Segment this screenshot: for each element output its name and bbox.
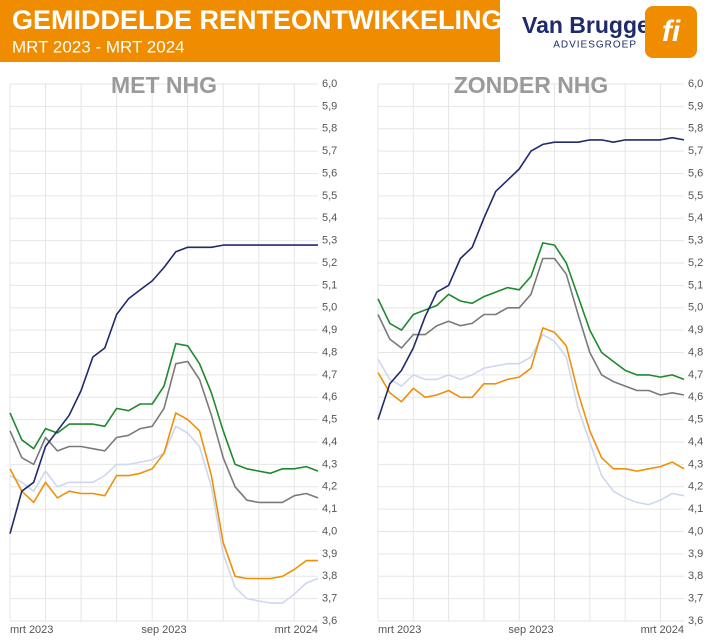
y-tick-label: 3,9 [688, 548, 703, 560]
chart-title: MET NHG [111, 72, 217, 98]
series-line [377, 333, 685, 506]
y-tick-label: 5,4 [688, 212, 703, 224]
y-tick-label: 4,1 [688, 503, 703, 515]
y-tick-label: 5,5 [322, 190, 337, 202]
series-line [377, 327, 685, 472]
y-tick-label: 4,6 [322, 391, 337, 403]
y-tick-label: 4,2 [322, 481, 337, 493]
y-tick-label: 4,5 [688, 414, 703, 426]
y-tick-label: 3,7 [322, 593, 337, 605]
series-line [9, 412, 318, 580]
y-tick-label: 4,8 [688, 346, 703, 358]
y-tick-label: 4,0 [322, 525, 337, 537]
x-tick-label: mrt 2023 [10, 624, 53, 636]
y-tick-label: 5,8 [688, 123, 703, 135]
y-tick-label: 3,6 [322, 615, 337, 627]
chart-title: ZONDER NHG [454, 72, 609, 98]
y-tick-label: 5,2 [322, 257, 337, 269]
y-tick-label: 4,3 [688, 458, 703, 470]
x-tick-label: sep 2023 [141, 624, 186, 636]
y-tick-label: 3,7 [688, 593, 703, 605]
y-tick-label: 3,9 [322, 548, 337, 560]
y-tick-label: 4,6 [688, 391, 703, 403]
y-tick-label: 4,8 [322, 346, 337, 358]
logo-name: Van Bruggen [522, 12, 664, 38]
y-tick-label: 4,9 [322, 324, 337, 336]
y-tick-label: 5,0 [688, 302, 703, 314]
y-tick-label: 4,4 [688, 436, 703, 448]
x-tick-label: mrt 2024 [641, 624, 684, 636]
y-tick-label: 4,3 [322, 458, 337, 470]
y-tick-label: 5,9 [688, 100, 703, 112]
logo-sub: ADVIESGROEP [553, 40, 637, 51]
y-tick-label: 4,7 [322, 369, 337, 381]
series-line [9, 342, 319, 475]
y-tick-label: 5,9 [322, 100, 337, 112]
series-line [9, 244, 318, 534]
y-tick-label: 4,9 [688, 324, 703, 336]
x-tick-label: sep 2023 [508, 624, 553, 636]
y-tick-label: 3,8 [688, 570, 703, 582]
y-tick-label: 3,6 [688, 615, 703, 627]
y-tick-label: 4,0 [688, 525, 703, 537]
y-tick-label: 5,7 [688, 145, 703, 157]
series-line [377, 257, 685, 396]
y-tick-label: 5,6 [322, 167, 337, 179]
header-title: GEMIDDELDE RENTEONTWIKKELING [12, 5, 503, 35]
y-tick-label: 5,7 [322, 145, 337, 157]
series-line [9, 360, 319, 504]
y-tick-label: 5,2 [688, 257, 703, 269]
y-tick-label: 5,6 [688, 167, 703, 179]
header-subtitle: MRT 2023 - MRT 2024 [12, 37, 185, 56]
logo-icon [645, 6, 697, 58]
logo-icon-text: fi [662, 15, 681, 48]
y-tick-label: 4,5 [322, 414, 337, 426]
y-tick-label: 5,4 [322, 212, 337, 224]
y-tick-label: 5,8 [322, 123, 337, 135]
y-tick-label: 3,8 [322, 570, 337, 582]
y-tick-label: 4,2 [688, 481, 703, 493]
y-tick-label: 5,1 [688, 279, 703, 291]
header-banner [0, 0, 500, 62]
y-tick-label: 4,4 [322, 436, 337, 448]
y-tick-label: 6,0 [322, 78, 337, 90]
y-tick-label: 5,5 [688, 190, 703, 202]
x-tick-label: mrt 2024 [275, 624, 318, 636]
x-tick-label: mrt 2023 [378, 624, 421, 636]
y-tick-label: 5,3 [688, 235, 703, 247]
series-line [377, 136, 685, 420]
y-tick-label: 5,0 [322, 302, 337, 314]
y-tick-label: 5,1 [322, 279, 337, 291]
y-tick-label: 4,1 [322, 503, 337, 515]
y-tick-label: 5,3 [322, 235, 337, 247]
y-tick-label: 4,7 [688, 369, 703, 381]
y-tick-label: 6,0 [688, 78, 703, 90]
